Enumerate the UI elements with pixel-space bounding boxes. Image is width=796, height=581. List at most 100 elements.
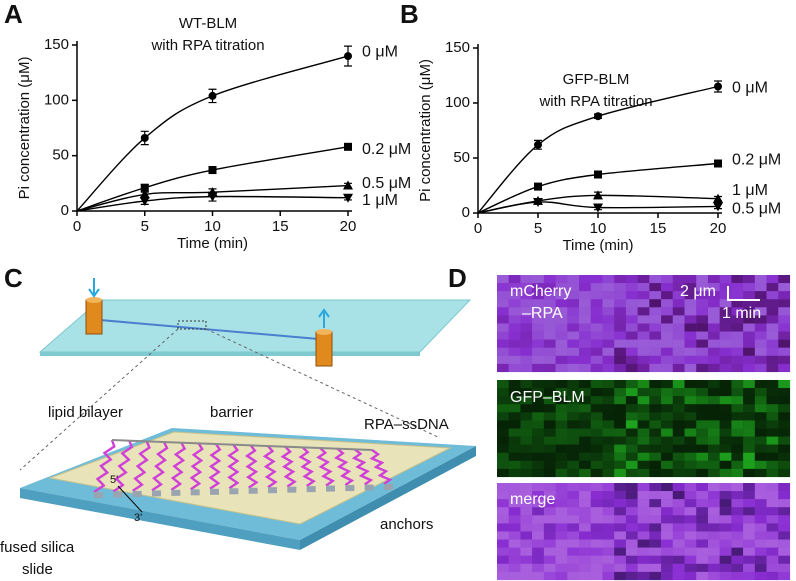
kymo-pixel: [743, 283, 755, 292]
kymo-pixel: [778, 555, 791, 564]
kymo-pixel: [520, 291, 533, 300]
x-tick-label: 5: [141, 218, 149, 235]
kymo-pixel: [684, 507, 697, 516]
kymo-pixel: [649, 428, 662, 437]
kymo-pixel: [532, 307, 544, 316]
kymo-pixel: [754, 331, 767, 340]
kymo-pixel: [661, 275, 673, 284]
kymo-pixel: [743, 483, 755, 492]
kymo-pixel: [707, 555, 720, 564]
kymo-pixel: [754, 515, 767, 524]
kymo-pixel: [731, 555, 744, 564]
kymo-pixel: [684, 315, 697, 324]
kymo-pixel: [614, 460, 626, 469]
kymo-pixel: [520, 428, 533, 437]
kymo-pixel: [590, 388, 603, 397]
kymo-pixel: [778, 299, 791, 308]
kymo-pixel: [520, 315, 533, 324]
kymo-pixel: [579, 515, 591, 524]
kymo-pixel: [497, 380, 509, 389]
kymo-pixel: [696, 499, 709, 508]
kymo-pixel: [754, 412, 767, 421]
kymo-pixel: [497, 355, 509, 364]
kymo-pixel: [497, 307, 509, 316]
kymo-pixel: [719, 363, 732, 373]
anchor-pedestal: [152, 490, 161, 497]
kymo-pixel: [766, 283, 779, 292]
kymo-pixel: [766, 515, 779, 524]
kymo-pixel: [672, 444, 685, 453]
kymo-pixel: [696, 436, 709, 445]
kymo-pixel: [614, 444, 626, 453]
kymo-pixel: [696, 299, 709, 308]
kymo-pixel: [590, 363, 603, 373]
anchor-pedestal: [345, 485, 355, 492]
channel: [99, 319, 331, 341]
outlet-tube: [315, 331, 333, 367]
marker: [343, 193, 353, 203]
kymo-pixel: [766, 460, 779, 469]
kymo-pixel: [590, 412, 603, 421]
x-tick-label: 20: [340, 218, 357, 235]
kymo-pixel: [754, 547, 767, 556]
marker: [593, 190, 603, 200]
anchor-pedestal: [326, 485, 335, 492]
fit-line: [477, 162, 719, 214]
kymo-pixel: [719, 555, 732, 564]
kymo-pixel: [543, 388, 556, 397]
dna-strand: [93, 439, 116, 493]
kymo-pixel: [766, 388, 779, 397]
kymo-pixel: [637, 355, 650, 364]
kymo-pixel: [684, 515, 697, 524]
kymo-pixel: [766, 331, 779, 340]
kymo-pixel: [707, 347, 720, 356]
kymo-pixel: [567, 515, 580, 524]
kymo-pixel: [625, 315, 638, 324]
kymo-pixel: [696, 547, 709, 556]
kymo-pixel: [707, 355, 720, 364]
kymo-pixel: [684, 555, 697, 564]
anchor-pedestal: [364, 484, 374, 491]
marker: [140, 183, 149, 192]
dna-strand: [170, 442, 187, 491]
kymo-pixel: [696, 468, 709, 478]
kymo-label: merge: [510, 491, 555, 508]
y-tick-label: 50: [52, 147, 69, 164]
kymo-pixel: [590, 323, 603, 332]
kymo-pixel: [508, 275, 521, 284]
kymo-pixel: [579, 539, 591, 548]
kymo-pixel: [590, 339, 603, 348]
x-tick-label: 0: [73, 218, 81, 235]
barrier-line: [111, 439, 373, 451]
kymo-pixel: [579, 436, 591, 445]
kymo-pixel: [661, 363, 673, 373]
kymo-pixel: [508, 483, 521, 492]
kymo-pixel: [567, 355, 580, 364]
kymo-pixel: [696, 283, 709, 292]
flowcell-diagram: [19, 278, 476, 550]
kymo-pixel: [766, 396, 779, 405]
x-tick-label: 0: [474, 220, 482, 237]
kymo-pixel: [614, 404, 626, 413]
kymo-label: mCherry: [510, 283, 571, 300]
kymo-pixel: [637, 452, 650, 461]
kymo-pixel: [743, 468, 755, 478]
marker: [534, 182, 542, 191]
kymo-pixel: [555, 380, 568, 389]
kymo-pixel: [625, 531, 638, 540]
kymo-pixel: [719, 291, 732, 300]
kymo-pixel: [520, 499, 533, 508]
kymo-pixel: [672, 523, 685, 532]
kymo-pixel: [614, 396, 626, 405]
kymo-pixel: [497, 275, 509, 284]
kymo-pixel: [532, 539, 544, 548]
kymo-pixel: [614, 452, 626, 461]
kymo-pixel: [766, 523, 779, 532]
kymo-pixel: [661, 291, 673, 300]
kymo-pixel: [766, 339, 779, 348]
kymo-pixel: [614, 563, 626, 572]
kymo-pixel: [661, 420, 673, 429]
kymo-pixel: [532, 420, 544, 429]
x-tick-label: 15: [650, 220, 667, 237]
kymo-pixel: [508, 323, 521, 332]
